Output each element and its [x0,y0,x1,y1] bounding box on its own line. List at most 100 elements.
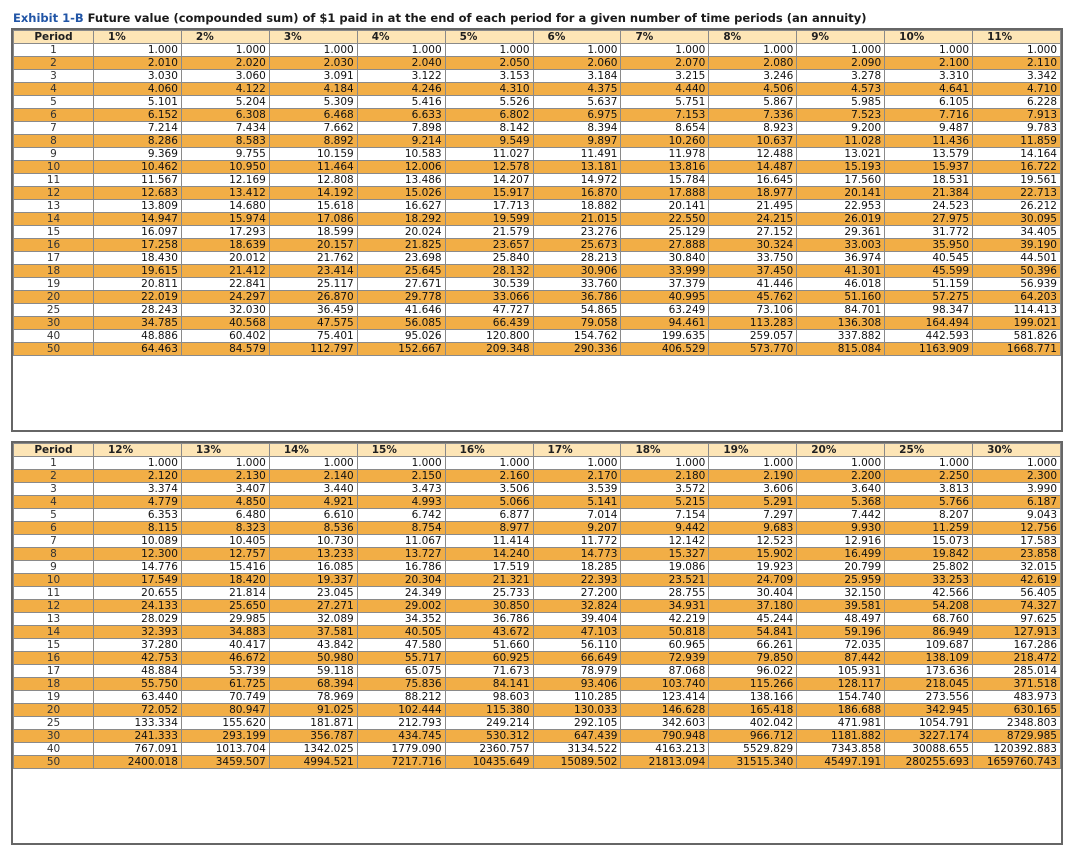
value-cell: 11.978 [620,147,710,161]
value-cell: 98.603 [444,690,534,704]
value-cell: 26.870 [268,290,358,304]
value-cell: 14.776 [93,560,182,574]
value-cell: 2.130 [180,469,270,483]
value-cell: 4994.521 [268,755,358,769]
value-cell: 26.212 [972,199,1061,213]
annuity-table-12-to-30-percent: Period 12% 13% 14% 15% 16% 17% 18% 19% 20% 25% 30% … [13,443,1061,769]
value-cell: 9.549 [444,134,534,148]
value-cell: 20.655 [93,586,182,600]
value-cell: 48.884 [93,664,182,678]
value-cell: 7.913 [972,108,1061,122]
value-cell: 1181.882 [796,729,886,743]
period-cell: 13 [13,199,94,213]
value-cell: 34.405 [972,225,1061,239]
value-cell: 12.683 [93,186,182,200]
value-cell: 434.745 [356,729,446,743]
value-cell: 42.219 [620,612,710,626]
value-cell: 31.772 [884,225,974,239]
value-cell: 3.215 [620,69,710,83]
value-cell: 96.022 [708,664,798,678]
period-cell: 8 [13,134,94,148]
value-cell: 5.215 [620,495,710,509]
value-cell: 78.979 [532,664,622,678]
value-cell: 7.153 [620,108,710,122]
value-cell: 483.973 [972,690,1061,704]
period-cell: 20 [13,703,94,717]
value-cell: 5.766 [884,495,974,509]
value-cell: 12.169 [180,173,270,187]
value-cell: 18.285 [532,560,622,574]
value-cell: 47.103 [532,625,622,639]
value-cell: 7.716 [884,108,974,122]
value-cell: 11.491 [532,147,622,161]
value-cell: 181.871 [268,716,358,730]
value-cell: 165.418 [708,703,798,717]
period-cell: 12 [13,599,94,613]
value-cell: 29.002 [356,599,446,613]
value-cell: 27.671 [356,277,446,291]
value-cell: 20.141 [796,186,886,200]
value-cell: 51.160 [796,290,886,304]
value-cell: 87.442 [796,651,886,665]
period-cell: 11 [13,173,94,187]
period-cell: 10 [13,160,94,174]
value-cell: 68.394 [268,677,358,691]
value-cell: 15089.502 [532,755,622,769]
value-cell: 15.073 [884,534,974,548]
value-cell: 342.603 [620,716,710,730]
value-cell: 18.882 [532,199,622,213]
value-cell: 24.709 [708,573,798,587]
value-cell: 17.713 [444,199,534,213]
value-cell: 218.472 [972,651,1061,665]
value-cell: 6.610 [268,508,358,522]
value-cell: 30.840 [620,251,710,265]
value-cell: 14.192 [268,186,358,200]
value-cell: 2.030 [268,56,358,70]
value-cell: 22.019 [93,290,182,304]
value-cell: 16.499 [796,547,886,561]
value-cell: 199.021 [972,316,1061,330]
value-cell: 120.800 [444,329,534,343]
value-cell: 12.916 [796,534,886,548]
table-row: 25 28.243 32.030 36.459 41.646 47.727 54.865 63… [13,303,1061,317]
value-cell: 218.045 [884,677,974,691]
value-cell: 48.886 [93,329,182,343]
value-cell: 12.808 [268,173,358,187]
value-cell: 70.749 [180,690,270,704]
value-cell: 14.972 [532,173,622,187]
table-row: 3 3.374 3.407 3.440 3.473 3.506 3.539 3.572 3.60… [13,482,1061,496]
value-cell: 65.075 [356,664,446,678]
value-cell: 2.070 [620,56,710,70]
value-cell: 12.142 [620,534,710,548]
value-cell: 5.141 [532,495,622,509]
value-cell: 24.215 [708,212,798,226]
rate-header: 7% [620,30,710,44]
period-cell: 4 [13,495,94,509]
value-cell: 75.401 [268,329,358,343]
value-cell: 25.117 [268,277,358,291]
value-cell: 54.841 [708,625,798,639]
value-cell: 9.442 [620,521,710,535]
value-cell: 19.599 [444,212,534,226]
rate-header: 30% [972,443,1061,457]
value-cell: 45.244 [708,612,798,626]
period-cell: 25 [13,303,94,317]
period-cell: 7 [13,121,94,135]
value-cell: 32.393 [93,625,182,639]
value-cell: 27.271 [268,599,358,613]
value-cell: 40.995 [620,290,710,304]
value-cell: 9.683 [708,521,798,535]
value-cell: 18.639 [180,238,270,252]
table-row: 17 48.884 53.739 59.118 65.075 71.673 78.979 87… [13,664,1061,678]
value-cell: 44.501 [972,251,1061,265]
period-cell: 1 [13,43,94,57]
value-cell: 3.030 [93,69,182,83]
value-cell: 115.380 [444,703,534,717]
period-cell: 17 [13,664,94,678]
period-cell: 20 [13,290,94,304]
value-cell: 3.539 [532,482,622,496]
value-cell: 27.975 [884,212,974,226]
value-cell: 4.060 [93,82,182,96]
value-cell: 10435.649 [444,755,534,769]
value-cell: 45497.191 [796,755,886,769]
